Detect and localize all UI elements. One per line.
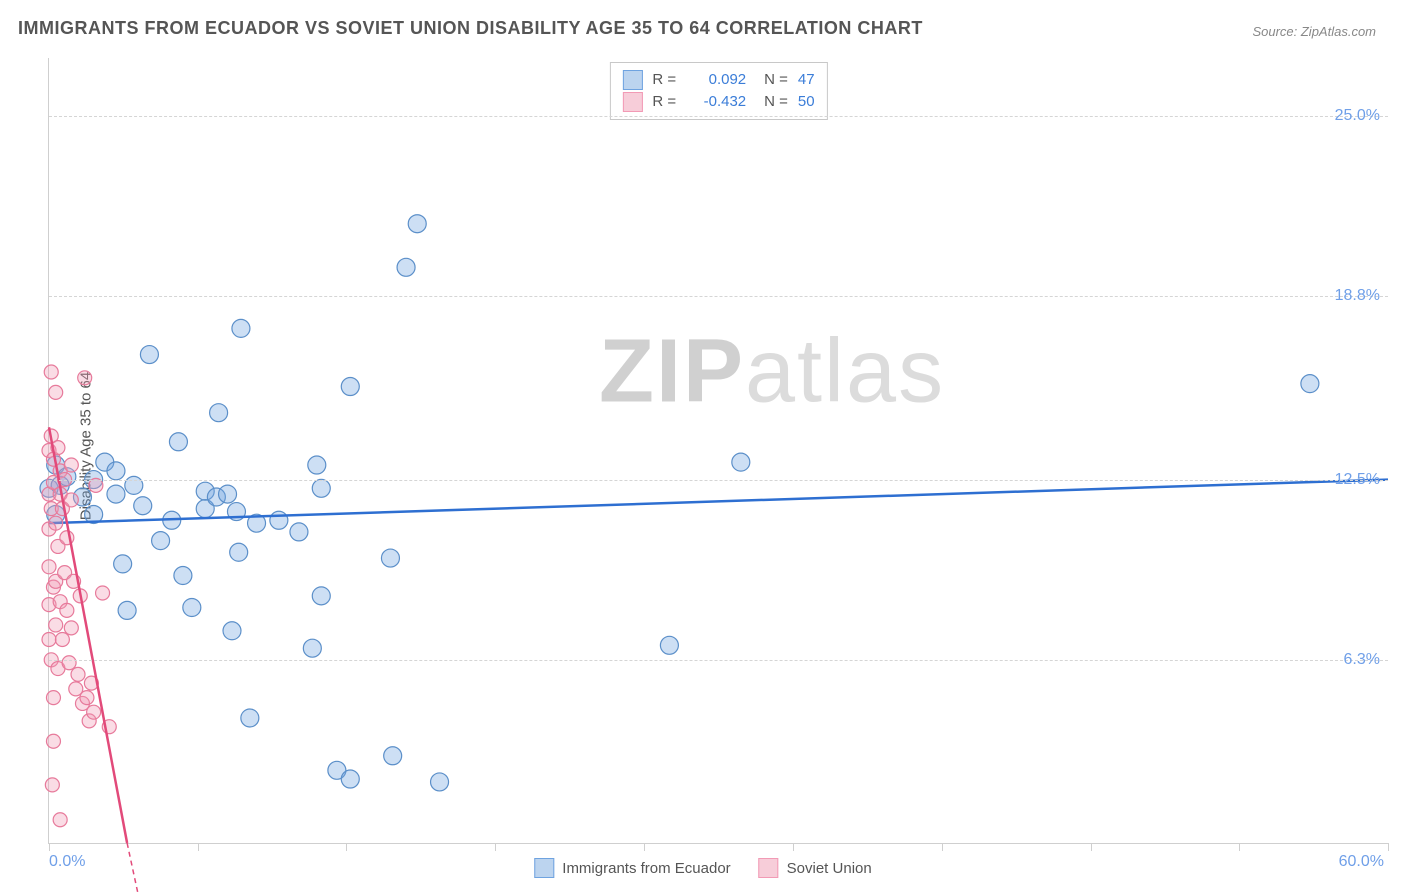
trend-line-extension <box>127 843 143 892</box>
source-attribution: Source: ZipAtlas.com <box>1252 24 1376 39</box>
data-point <box>60 603 74 617</box>
n-label: N = <box>764 69 788 91</box>
r-value-ecuador: 0.092 <box>686 69 746 91</box>
data-point <box>46 691 60 705</box>
y-tick-label: 12.5% <box>1335 471 1380 489</box>
data-point <box>308 456 326 474</box>
gridline <box>49 116 1388 117</box>
data-point <box>49 516 63 530</box>
data-point <box>312 587 330 605</box>
data-point <box>78 371 92 385</box>
x-tick <box>49 843 50 851</box>
data-point <box>42 560 56 574</box>
data-point <box>96 586 110 600</box>
data-point <box>45 778 59 792</box>
data-point <box>169 433 187 451</box>
x-tick-label: 60.0% <box>1339 853 1384 871</box>
x-tick <box>495 843 496 851</box>
y-tick-label: 6.3% <box>1344 651 1380 669</box>
x-tick <box>1388 843 1389 851</box>
data-point <box>341 770 359 788</box>
r-label: R = <box>652 91 676 113</box>
gridline <box>49 660 1388 661</box>
r-value-soviet: -0.432 <box>686 91 746 113</box>
x-tick <box>346 843 347 851</box>
series-legend: Immigrants from Ecuador Soviet Union <box>534 858 871 878</box>
x-tick <box>198 843 199 851</box>
legend-label-soviet: Soviet Union <box>787 860 872 877</box>
x-tick <box>1239 843 1240 851</box>
data-point <box>241 709 259 727</box>
data-point <box>732 453 750 471</box>
swatch-soviet <box>622 92 642 112</box>
legend-item-ecuador: Immigrants from Ecuador <box>534 858 730 878</box>
data-point <box>341 378 359 396</box>
x-tick <box>942 843 943 851</box>
n-value-soviet: 50 <box>798 91 815 113</box>
trend-line <box>49 480 1388 524</box>
data-point <box>53 813 67 827</box>
data-point <box>1301 375 1319 393</box>
data-point <box>230 543 248 561</box>
data-point <box>397 258 415 276</box>
data-point <box>64 458 78 472</box>
swatch-ecuador <box>534 858 554 878</box>
r-label: R = <box>652 69 676 91</box>
data-point <box>660 636 678 654</box>
data-point <box>64 621 78 635</box>
gridline <box>49 296 1388 297</box>
data-point <box>431 773 449 791</box>
data-point <box>408 215 426 233</box>
data-point <box>140 346 158 364</box>
legend-row-soviet: R = -0.432 N = 50 <box>622 91 814 113</box>
data-point <box>219 485 237 503</box>
data-point <box>49 618 63 632</box>
data-point <box>46 734 60 748</box>
x-tick-label: 0.0% <box>49 853 85 871</box>
data-point <box>80 691 94 705</box>
data-point <box>64 493 78 507</box>
data-point <box>49 385 63 399</box>
x-tick <box>793 843 794 851</box>
data-point <box>107 462 125 480</box>
data-point <box>62 656 76 670</box>
x-tick <box>644 843 645 851</box>
swatch-ecuador <box>622 70 642 90</box>
swatch-soviet <box>759 858 779 878</box>
data-point <box>384 747 402 765</box>
data-point <box>107 485 125 503</box>
chart-title: IMMIGRANTS FROM ECUADOR VS SOVIET UNION … <box>18 18 923 39</box>
data-point <box>290 523 308 541</box>
y-tick-label: 25.0% <box>1335 107 1380 125</box>
data-point <box>381 549 399 567</box>
data-point <box>87 705 101 719</box>
data-point <box>223 622 241 640</box>
data-point <box>44 365 58 379</box>
data-point <box>312 479 330 497</box>
x-tick <box>1091 843 1092 851</box>
data-point <box>118 601 136 619</box>
data-point <box>232 319 250 337</box>
legend-row-ecuador: R = 0.092 N = 47 <box>622 69 814 91</box>
legend-item-soviet: Soviet Union <box>759 858 872 878</box>
data-point <box>303 639 321 657</box>
y-tick-label: 18.8% <box>1335 287 1380 305</box>
data-point <box>210 404 228 422</box>
data-point <box>183 599 201 617</box>
correlation-legend: R = 0.092 N = 47 R = -0.432 N = 50 <box>609 62 827 120</box>
n-label: N = <box>764 91 788 113</box>
data-point <box>71 667 85 681</box>
data-point <box>174 567 192 585</box>
scatter-svg <box>49 58 1388 843</box>
data-point <box>114 555 132 573</box>
data-point <box>152 532 170 550</box>
data-point <box>270 511 288 529</box>
legend-label-ecuador: Immigrants from Ecuador <box>562 860 730 877</box>
data-point <box>55 632 69 646</box>
n-value-ecuador: 47 <box>798 69 815 91</box>
gridline <box>49 480 1388 481</box>
data-point <box>134 497 152 515</box>
chart-plot-area: ZIPatlas R = 0.092 N = 47 R = -0.432 N =… <box>48 58 1388 844</box>
data-point <box>42 632 56 646</box>
